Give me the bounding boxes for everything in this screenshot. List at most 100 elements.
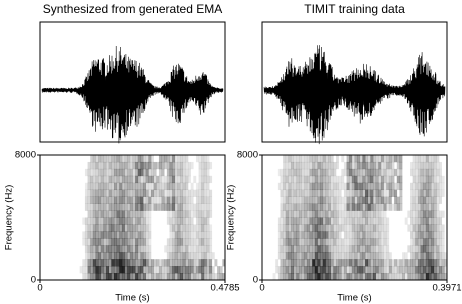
spectrogram-cell — [436, 273, 440, 281]
x-tick-label: 0.3971 — [432, 283, 461, 294]
spectrogram-cell — [137, 245, 141, 253]
spectrogram-cell — [420, 231, 424, 239]
spectrogram-cell — [296, 155, 300, 163]
spectrogram-cell — [193, 252, 197, 260]
spectrogram-cell — [433, 182, 437, 191]
spectrogram-cell — [182, 231, 186, 239]
spectrogram-cell — [436, 245, 440, 253]
spectrogram-cell — [386, 231, 390, 239]
spectrogram-cell — [206, 252, 210, 260]
spectrogram-cell — [129, 210, 133, 218]
spectrogram-cell — [436, 217, 440, 225]
spectrogram-cell — [111, 175, 115, 184]
spectrogram-cell — [143, 175, 147, 184]
spectrogram-cell — [158, 182, 162, 191]
spectrogram-cell — [373, 252, 376, 260]
spectrogram-cell — [174, 273, 178, 281]
spectrogram-cell — [304, 155, 308, 163]
spectrogram-cell — [137, 182, 141, 191]
spectrogram-cell — [84, 203, 88, 211]
spectrogram-cell — [370, 161, 374, 170]
spectrogram-cell — [380, 189, 384, 197]
spectrogram-cell — [410, 252, 413, 260]
spectrogram-cell — [367, 224, 371, 232]
spectrogram-cell — [129, 259, 133, 267]
spectrogram-cell — [291, 189, 295, 197]
spectrogram-cell — [380, 266, 384, 274]
spectrogram-cell — [174, 252, 178, 260]
spectrogram-cell — [103, 168, 107, 177]
spectrogram-cell — [140, 182, 144, 191]
spectrogram-cell — [90, 168, 94, 177]
spectrogram-cell — [180, 182, 184, 191]
spectrogram-cell — [365, 238, 369, 246]
spectrogram-cell — [301, 210, 305, 218]
spectrogram-cell — [296, 252, 300, 260]
spectrogram-cell — [172, 210, 176, 218]
spectrogram-cell — [354, 182, 358, 191]
spectrogram-cell — [322, 273, 326, 281]
spectrogram-cell — [378, 189, 382, 197]
spectrogram-cell — [206, 196, 210, 204]
spectrogram-cell — [185, 231, 189, 239]
spectrogram-cell — [188, 168, 191, 177]
spectrogram-cell — [425, 266, 429, 274]
spectrogram-cell — [111, 182, 115, 191]
spectrogram-cell — [391, 168, 395, 177]
spectrogram-cell — [164, 245, 168, 253]
spectrogram-cell — [338, 203, 342, 211]
spectrogram-cell — [433, 273, 437, 281]
spectrogram-cell — [140, 217, 144, 225]
spectrogram-cell — [143, 231, 147, 239]
spectrogram-cell — [291, 273, 295, 281]
spectrogram-cell — [328, 155, 332, 163]
spectrogram-cell — [299, 210, 302, 218]
spectrogram-cell — [288, 266, 292, 274]
spectrogram-cell — [317, 217, 321, 225]
spectrogram-cell — [383, 155, 387, 163]
spectrogram-cell — [322, 266, 326, 274]
spectrogram-cell — [119, 259, 123, 267]
spectrogram-cell — [148, 224, 152, 232]
waveform-frame — [39, 21, 226, 143]
spectrogram-cell — [106, 161, 110, 170]
spectrogram-cell — [98, 155, 102, 163]
spectrogram-cell — [325, 182, 329, 191]
spectrogram-cell — [103, 182, 107, 191]
spectrogram-cell — [193, 245, 197, 253]
spectrogram-cell — [108, 273, 112, 281]
spectrogram-cell — [195, 238, 199, 246]
spectrogram-cell — [100, 238, 104, 246]
spectrogram-cell — [317, 224, 321, 232]
spectrogram-cell — [145, 182, 149, 191]
spectrogram-cell — [380, 273, 384, 281]
spectrogram-cell — [209, 231, 213, 239]
spectrogram-cell — [412, 231, 416, 239]
spectrogram-cell — [188, 189, 191, 197]
spectrogram-cell — [367, 231, 371, 239]
spectrogram-cell — [362, 224, 366, 232]
spectrogram-cell — [351, 273, 355, 281]
panel-title: TIMIT training data — [304, 2, 405, 16]
spectrogram-cell — [124, 196, 128, 204]
spectrogram-cell — [283, 168, 287, 177]
spectrogram-cell — [132, 155, 136, 163]
spectrogram-cell — [433, 259, 437, 267]
spectrogram-cell — [378, 266, 382, 274]
spectrogram-cell — [148, 266, 152, 274]
spectrogram-cell — [153, 161, 157, 170]
spectrogram-cell — [341, 224, 345, 232]
spectrogram-cell — [291, 224, 295, 232]
spectrogram-cell — [119, 203, 123, 211]
spectrogram-cell — [182, 203, 186, 211]
spectrogram-cell — [169, 175, 173, 184]
spectrogram-cell — [90, 224, 94, 232]
spectrogram-cell — [95, 196, 99, 204]
spectrogram-cell — [301, 224, 305, 232]
spectrogram-cell — [169, 217, 173, 225]
spectrogram-cell — [116, 210, 120, 218]
spectrogram-cell — [333, 252, 337, 260]
spectrogram-cell — [378, 217, 382, 225]
spectrogram-cell — [277, 168, 281, 177]
spectrogram-cell — [180, 217, 184, 225]
